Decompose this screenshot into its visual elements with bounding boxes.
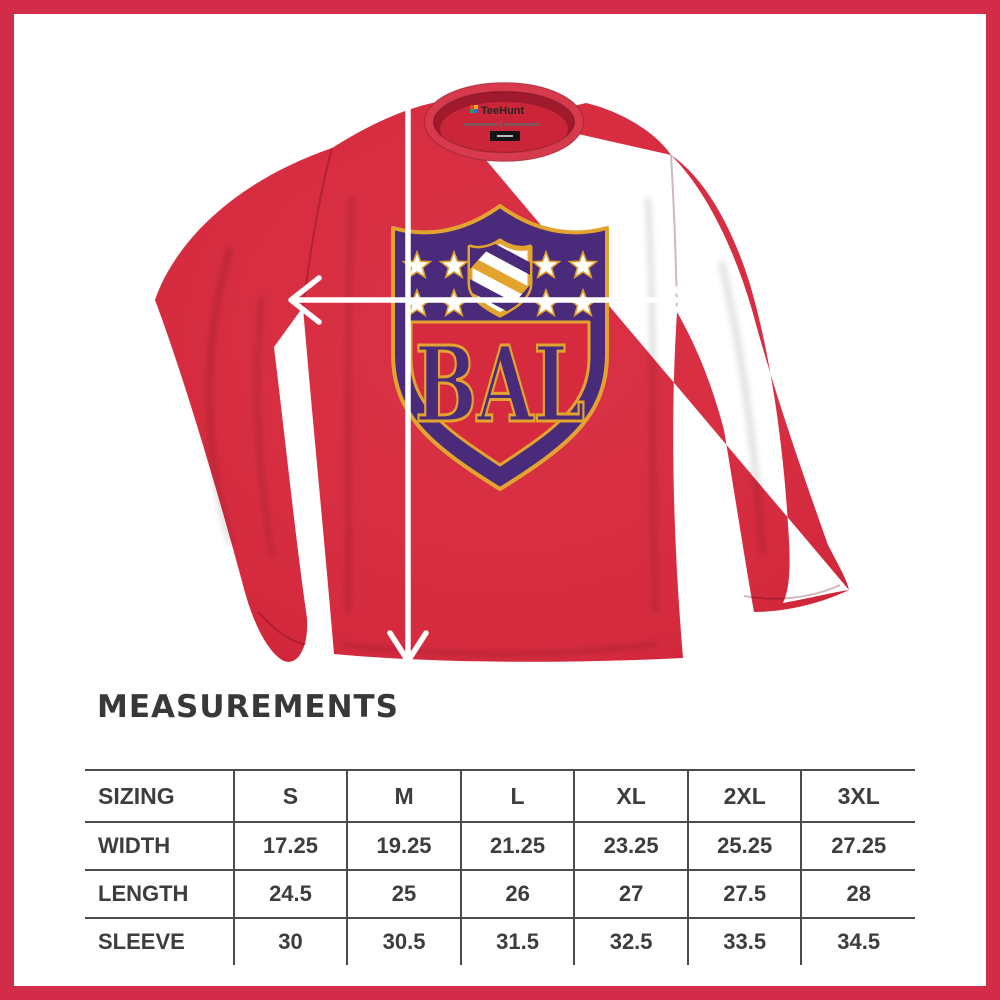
measurement-value-cell: 32.5 — [573, 918, 688, 965]
width-arrow — [288, 275, 692, 325]
neck-size-tag — [490, 131, 520, 141]
measurements-title: MEASUREMENTS — [97, 689, 400, 725]
measurement-value-cell: 30 — [232, 918, 348, 965]
shirt: TeeHunt — [155, 65, 849, 664]
measurement-value-cell: 34.5 — [800, 918, 915, 965]
length-arrow — [387, 65, 429, 664]
measurement-row-label: SLEEVE — [98, 929, 185, 954]
measurement-value-cell: 26 — [459, 870, 575, 918]
product-photo: TeeHunt — [155, 65, 849, 664]
size-column-header: L — [459, 770, 575, 822]
teehunt-logo-icon — [470, 105, 478, 113]
measurement-row-label: WIDTH — [98, 833, 171, 858]
table-row: LENGTH 24.5 25 26 27 27.5 28 — [85, 870, 915, 918]
size-column-header: M — [346, 770, 461, 822]
measurement-value-cell: 27.5 — [686, 870, 802, 918]
measurement-value-cell: 27.25 — [800, 822, 915, 870]
size-column-header: 2XL — [686, 770, 802, 822]
measurement-value-cell: 25 — [346, 870, 461, 918]
size-table-header-row: SIZING S M L XL 2XL 3XL — [85, 770, 915, 822]
bal-shield-logo: BAL — [391, 204, 609, 491]
size-table: SIZING S M L XL 2XL 3XL WIDTH 17.25 19.25 21.25 23… — [85, 769, 915, 965]
neck-label-microtext — [464, 121, 540, 128]
measurement-value-cell: 30.5 — [346, 918, 461, 965]
inner-back-panel — [440, 102, 568, 156]
measurement-value-cell: 31.5 — [459, 918, 575, 965]
measurement-value-cell: 24.5 — [232, 870, 348, 918]
measurement-value-cell: 19.25 — [346, 822, 461, 870]
shield-monogram: BAL — [415, 323, 585, 446]
collar-band — [424, 82, 584, 162]
measurement-value-cell: 25.25 — [686, 822, 802, 870]
measurement-value-cell: 23.25 — [573, 822, 688, 870]
size-column-header: 3XL — [800, 770, 915, 822]
measurement-value-cell: 28 — [800, 870, 915, 918]
measurement-row-label: LENGTH — [98, 881, 189, 906]
measurement-value-cell: 27 — [573, 870, 688, 918]
size-table-container: SIZING S M L XL 2XL 3XL WIDTH 17.25 19.25 21.25 23… — [85, 769, 915, 965]
maryland-crest-icon — [467, 238, 533, 318]
measurement-value-cell: 33.5 — [686, 918, 802, 965]
measurement-value-cell: 21.25 — [459, 822, 575, 870]
measurement-arrows — [288, 65, 692, 664]
measurement-value-cell: 17.25 — [232, 822, 348, 870]
table-row: WIDTH 17.25 19.25 21.25 23.25 25.25 27.25 — [85, 822, 915, 870]
size-column-header: XL — [573, 770, 688, 822]
neck-label-brand: TeeHunt — [481, 105, 525, 117]
table-row: SLEEVE 30 30.5 31.5 32.5 33.5 34.5 — [85, 918, 915, 965]
fabric-folds — [205, 196, 766, 657]
size-column-header: S — [232, 770, 348, 822]
sizing-header: SIZING — [98, 782, 175, 809]
neck-label: TeeHunt — [464, 105, 540, 141]
shield-lower-field — [409, 320, 591, 467]
collar: TeeHunt — [423, 81, 585, 163]
